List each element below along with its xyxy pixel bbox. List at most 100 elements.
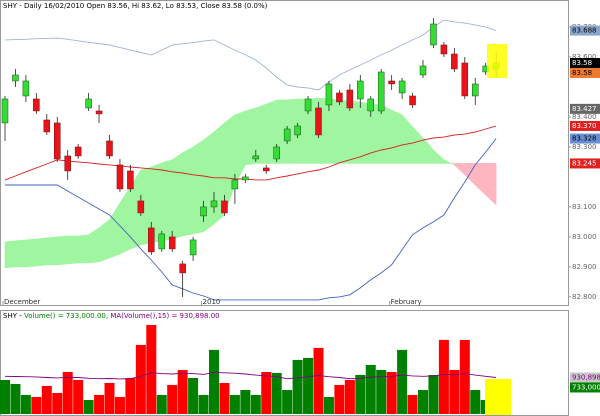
volume-title: SHY - Volume() = 733,000.00, MA(Volume()… bbox=[3, 312, 220, 320]
cloud bbox=[35, 237, 48, 267]
candle-body bbox=[148, 227, 155, 253]
candle-body bbox=[263, 167, 270, 172]
volume-bar bbox=[292, 359, 303, 414]
volume-title-part: SHY - bbox=[3, 312, 24, 320]
volume-bar bbox=[386, 371, 397, 414]
cloud bbox=[171, 152, 183, 240]
price-label-box bbox=[570, 382, 600, 393]
candle-body bbox=[472, 83, 479, 97]
volume-bar bbox=[188, 377, 199, 414]
cloud bbox=[4, 240, 16, 269]
cloud bbox=[25, 238, 37, 268]
candle-body bbox=[22, 80, 30, 97]
volume-title-part: Volume() = 733,000.00, bbox=[24, 312, 110, 320]
y-tick-label: 83.100 bbox=[572, 203, 597, 211]
volume-bar bbox=[94, 394, 105, 414]
x-tick-label: December bbox=[4, 298, 40, 306]
volume-bar bbox=[31, 396, 42, 414]
cloud bbox=[380, 104, 392, 164]
candle-body bbox=[315, 107, 322, 136]
candle-body bbox=[200, 206, 207, 217]
volume-bar bbox=[397, 349, 408, 414]
price-label: 83.328 bbox=[572, 135, 597, 143]
volume-bar bbox=[0, 379, 10, 414]
price-label: 83.245 bbox=[572, 159, 597, 167]
volume-bar bbox=[52, 392, 63, 414]
candle-body bbox=[179, 263, 186, 274]
cloud bbox=[77, 234, 89, 264]
volume-bar bbox=[323, 396, 334, 414]
cloud bbox=[15, 239, 27, 268]
candle-body bbox=[33, 98, 40, 112]
candle-body bbox=[325, 83, 333, 106]
cloud bbox=[255, 103, 267, 164]
candle-body bbox=[294, 125, 301, 136]
candle-body bbox=[137, 200, 145, 214]
price-label: 83.688 bbox=[572, 27, 597, 35]
volume-bar bbox=[41, 385, 52, 414]
volume-bar bbox=[62, 371, 73, 414]
y-tick-label: 83.400 bbox=[572, 113, 597, 121]
cloud bbox=[203, 131, 215, 233]
volume-bar bbox=[240, 389, 251, 414]
cloud bbox=[370, 103, 382, 164]
volume-bar bbox=[271, 372, 282, 414]
volume-bar bbox=[73, 379, 84, 414]
x-tick-label: February bbox=[391, 298, 422, 306]
price-label-box bbox=[570, 25, 600, 36]
candle-body bbox=[440, 44, 448, 55]
overlay-line bbox=[4, 125, 497, 181]
chart-title: SHY - Daily 16/02/2010 Open 83.56, Hi 83… bbox=[3, 2, 268, 10]
volume-bar bbox=[114, 396, 125, 414]
highlight-box bbox=[485, 379, 511, 415]
candle-body bbox=[388, 80, 395, 85]
cloud bbox=[46, 236, 58, 266]
y-tick-label: 82.900 bbox=[572, 263, 597, 271]
price-label-box bbox=[570, 57, 600, 68]
price-label: 83.58 bbox=[572, 69, 592, 77]
y-tick-label: 82.800 bbox=[572, 293, 597, 301]
price-label-box bbox=[570, 67, 600, 78]
candle-body bbox=[451, 53, 458, 70]
highlight-box bbox=[487, 44, 507, 78]
candle-body bbox=[210, 200, 218, 208]
volume-bar bbox=[449, 369, 460, 414]
price-label-box bbox=[570, 103, 600, 114]
candle-body bbox=[95, 110, 103, 115]
volume-bar bbox=[167, 384, 178, 414]
cloud bbox=[328, 98, 340, 164]
candle-body bbox=[336, 92, 343, 103]
volume-bar bbox=[177, 369, 188, 414]
candle-body bbox=[273, 146, 280, 160]
overlay-line bbox=[4, 19, 497, 91]
volume-bar bbox=[261, 371, 272, 414]
candle-body bbox=[127, 170, 134, 190]
price-label-box bbox=[570, 120, 600, 131]
price-label-box bbox=[570, 372, 600, 383]
volume-bar bbox=[334, 384, 345, 414]
volume-bar bbox=[428, 374, 439, 414]
volume-bar bbox=[355, 374, 366, 414]
candle-body bbox=[116, 164, 124, 190]
candle-body bbox=[377, 71, 385, 112]
cloud bbox=[67, 235, 79, 265]
candle-body bbox=[106, 140, 113, 157]
volume-bar bbox=[83, 399, 94, 414]
candle-body bbox=[398, 80, 406, 94]
volume-bar bbox=[104, 382, 115, 414]
volume-bar bbox=[229, 394, 240, 414]
candle-body bbox=[304, 98, 312, 112]
candle-body bbox=[242, 176, 249, 181]
volume-bar bbox=[219, 382, 230, 414]
candle-body bbox=[231, 179, 239, 190]
price-label: 930,898 bbox=[572, 373, 600, 381]
candle-body bbox=[357, 80, 364, 100]
volume-bar bbox=[438, 339, 449, 414]
volume-bar bbox=[376, 369, 387, 414]
volume-ma-line bbox=[4, 371, 497, 380]
volume-bar bbox=[135, 344, 146, 414]
cloud bbox=[182, 146, 194, 237]
price-label: 83.427 bbox=[572, 105, 597, 113]
cloud bbox=[349, 100, 361, 164]
volume-bar bbox=[20, 394, 31, 414]
